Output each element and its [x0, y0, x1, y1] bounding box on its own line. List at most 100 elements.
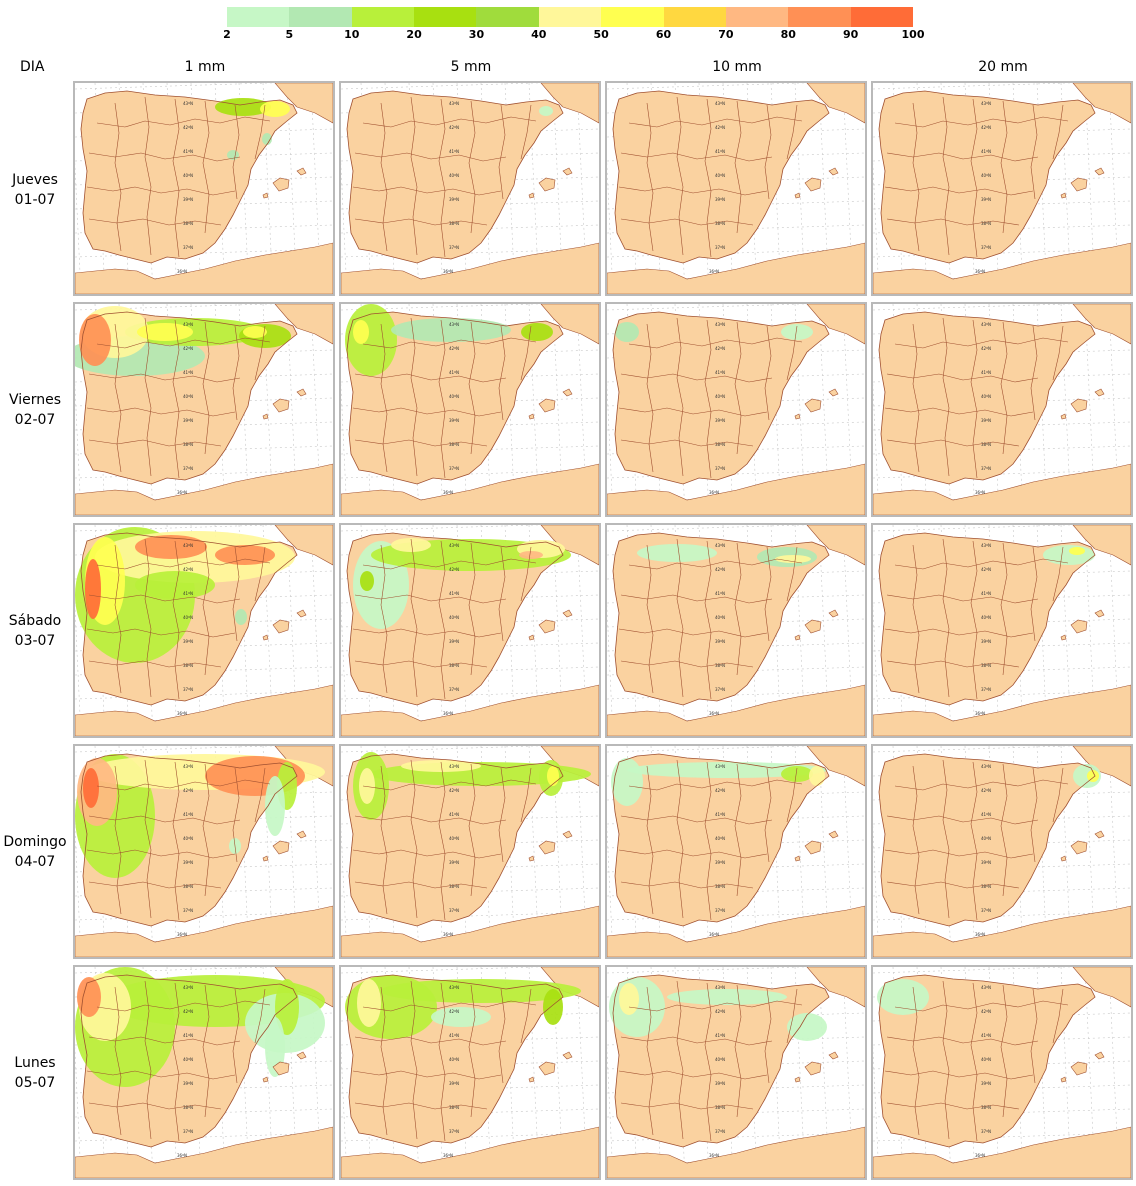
- legend-tick-label: 40: [531, 28, 547, 41]
- precip-area: [391, 538, 431, 552]
- svg-text:36ºN: 36ºN: [443, 490, 453, 495]
- precip-area: [781, 324, 813, 340]
- svg-text:36ºN: 36ºN: [177, 1153, 187, 1158]
- row-day: Domingo: [3, 834, 67, 850]
- svg-text:37ºN: 37ºN: [981, 1129, 991, 1134]
- svg-text:39ºN: 39ºN: [715, 639, 725, 644]
- row-date: 04-07: [14, 854, 56, 870]
- svg-text:40ºN: 40ºN: [981, 173, 991, 178]
- row-day: Jueves: [12, 172, 58, 188]
- precip-area: [787, 1013, 827, 1041]
- svg-text:42ºN: 42ºN: [981, 788, 991, 793]
- legend-tick-label: 90: [842, 28, 859, 41]
- precip-area: [79, 314, 111, 366]
- svg-text:38ºN: 38ºN: [449, 884, 459, 889]
- map-panel-1-4: 43ºN 42ºN 41ºN 40ºN 39ºN 38ºN 37ºN 36ºN: [871, 81, 1133, 296]
- svg-text:43ºN: 43ºN: [981, 322, 991, 327]
- map-panel-5-3: 43ºN 42ºN 41ºN 40ºN 39ºN 38ºN 37ºN 36ºN: [605, 965, 867, 1180]
- svg-text:39ºN: 39ºN: [981, 197, 991, 202]
- legend-swatch: [414, 7, 477, 27]
- map-panel-5-2: 43ºN 42ºN 41ºN 40ºN 39ºN 38ºN 37ºN 36ºN: [339, 965, 601, 1180]
- svg-text:37ºN: 37ºN: [183, 1129, 193, 1134]
- svg-text:38ºN: 38ºN: [449, 663, 459, 668]
- map-panel-1-2: 43ºN 42ºN 41ºN 40ºN 39ºN 38ºN 37ºN 36ºN: [339, 81, 601, 296]
- column-header-20mm: 20 mm: [978, 59, 1028, 75]
- precip-area: [615, 322, 639, 342]
- row-day: Lunes: [14, 1055, 56, 1071]
- svg-text:36ºN: 36ºN: [709, 932, 719, 937]
- svg-text:36ºN: 36ºN: [177, 490, 187, 495]
- precip-area: [521, 323, 553, 341]
- precip-area: [265, 776, 285, 836]
- map-panel-3-1: 43ºN 42ºN 41ºN 40ºN 39ºN 38ºN 37ºN 36ºN: [73, 523, 335, 738]
- svg-text:38ºN: 38ºN: [449, 221, 459, 226]
- precip-area: [381, 979, 581, 1003]
- legend-swatch: [351, 7, 415, 27]
- svg-text:40ºN: 40ºN: [715, 394, 725, 399]
- svg-text:39ºN: 39ºN: [183, 1081, 193, 1086]
- svg-text:41ºN: 41ºN: [183, 1033, 193, 1038]
- svg-text:42ºN: 42ºN: [981, 125, 991, 130]
- map-panel-1-3: 43ºN 42ºN 41ºN 40ºN 39ºN 38ºN 37ºN 36ºN: [605, 81, 867, 296]
- svg-text:43ºN: 43ºN: [981, 543, 991, 548]
- svg-text:40ºN: 40ºN: [449, 173, 459, 178]
- svg-text:39ºN: 39ºN: [449, 639, 459, 644]
- svg-text:42ºN: 42ºN: [715, 1009, 725, 1014]
- svg-text:37ºN: 37ºN: [715, 466, 725, 471]
- row-label-3: Sábado 03-07: [0, 611, 70, 651]
- svg-text:41ºN: 41ºN: [715, 370, 725, 375]
- precip-area: [353, 320, 369, 344]
- legend-tick-label: 20: [406, 28, 422, 41]
- svg-text:36ºN: 36ºN: [443, 932, 453, 937]
- svg-text:40ºN: 40ºN: [715, 836, 725, 841]
- svg-text:42ºN: 42ºN: [981, 567, 991, 572]
- svg-text:42ºN: 42ºN: [183, 1009, 193, 1014]
- svg-text:39ºN: 39ºN: [981, 639, 991, 644]
- legend-swatch: [289, 7, 352, 27]
- svg-text:40ºN: 40ºN: [449, 615, 459, 620]
- precip-area: [83, 768, 99, 808]
- legend-swatch: [476, 7, 539, 27]
- svg-text:42ºN: 42ºN: [981, 346, 991, 351]
- svg-text:41ºN: 41ºN: [449, 370, 459, 375]
- precip-area: [275, 979, 299, 1035]
- svg-text:36ºN: 36ºN: [443, 711, 453, 716]
- svg-text:41ºN: 41ºN: [981, 370, 991, 375]
- svg-text:41ºN: 41ºN: [981, 1033, 991, 1038]
- row-day: Viernes: [8, 392, 62, 408]
- svg-text:37ºN: 37ºN: [449, 466, 459, 471]
- svg-text:40ºN: 40ºN: [715, 615, 725, 620]
- legend-swatch: [725, 7, 789, 27]
- row-heading: DIA: [20, 59, 45, 75]
- map-panel-4-3: 43ºN 42ºN 41ºN 40ºN 39ºN 38ºN 37ºN 36ºN: [605, 744, 867, 959]
- precip-area: [637, 544, 717, 562]
- svg-text:40ºN: 40ºN: [981, 615, 991, 620]
- legend-tick-label: 50: [593, 28, 609, 41]
- svg-text:38ºN: 38ºN: [449, 1105, 459, 1110]
- svg-text:38ºN: 38ºN: [449, 442, 459, 447]
- svg-text:43ºN: 43ºN: [183, 101, 193, 106]
- svg-text:37ºN: 37ºN: [981, 687, 991, 692]
- svg-text:36ºN: 36ºN: [177, 711, 187, 716]
- svg-text:36ºN: 36ºN: [709, 711, 719, 716]
- svg-text:41ºN: 41ºN: [715, 812, 725, 817]
- map-panel-4-1: 43ºN 42ºN 41ºN 40ºN 39ºN 38ºN 37ºN 36ºN: [73, 744, 335, 959]
- svg-text:38ºN: 38ºN: [981, 221, 991, 226]
- svg-text:39ºN: 39ºN: [183, 860, 193, 865]
- map-panel-5-1: 43ºN 42ºN 41ºN 40ºN 39ºN 38ºN 37ºN 36ºN: [73, 965, 335, 1180]
- svg-text:38ºN: 38ºN: [183, 442, 193, 447]
- svg-text:43ºN: 43ºN: [183, 985, 193, 990]
- svg-text:36ºN: 36ºN: [975, 932, 985, 937]
- row-date: 01-07: [14, 192, 56, 208]
- svg-text:42ºN: 42ºN: [183, 125, 193, 130]
- precip-area: [135, 535, 207, 559]
- svg-text:40ºN: 40ºN: [715, 1057, 725, 1062]
- precip-area: [357, 979, 381, 1027]
- precip-area: [1087, 770, 1099, 782]
- svg-text:36ºN: 36ºN: [975, 269, 985, 274]
- precip-area: [1069, 547, 1085, 555]
- svg-text:39ºN: 39ºN: [981, 1081, 991, 1086]
- svg-text:42ºN: 42ºN: [715, 346, 725, 351]
- legend-tick-label: 70: [718, 28, 734, 41]
- svg-text:38ºN: 38ºN: [183, 663, 193, 668]
